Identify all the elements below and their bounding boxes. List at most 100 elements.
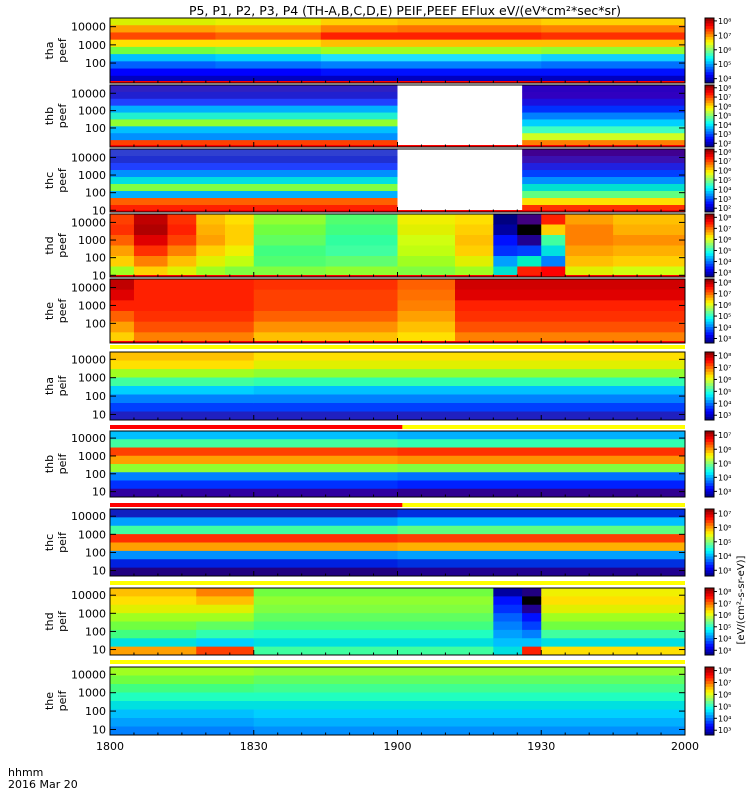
colorbar-step (705, 464, 714, 468)
heatmap-cell (517, 214, 542, 225)
ytick-label: 100 (85, 625, 106, 638)
colorbar-step (705, 170, 714, 174)
panel-product-label: peif (56, 531, 69, 553)
colorbar-step (705, 55, 714, 60)
heatmap-cell (133, 214, 168, 225)
colorbar-step (705, 281, 714, 285)
ytick-label: 1000 (78, 169, 106, 182)
panel-probe-label: thc (43, 534, 56, 551)
heatmap-cell (541, 629, 686, 639)
colorbar-step (705, 198, 714, 202)
heatmap-cell (110, 629, 197, 639)
heatmap-cell (110, 447, 398, 457)
heatmap-cell (517, 235, 542, 246)
colorbar-step (705, 621, 714, 625)
heatmap-cell (565, 224, 614, 236)
colorbar-step (705, 439, 714, 443)
ytick-label: 1000 (78, 105, 106, 118)
colorbar-tick-label: 10⁷ (718, 599, 731, 608)
colorbar-step (705, 123, 714, 127)
colorbar-tick-label: 10⁷ (718, 679, 731, 688)
colorbar-step (705, 253, 714, 257)
colorbar-step (705, 411, 714, 415)
heatmap-cell (493, 256, 518, 267)
heatmap-cell (253, 701, 686, 710)
colorbar-tick-label: 10⁷ (718, 157, 731, 166)
heatmap-cell (110, 68, 216, 77)
colorbar-step (705, 319, 714, 323)
panel-stripe-red (110, 425, 403, 429)
xtick-label: 1930 (527, 740, 555, 753)
colorbar-tick-label: 10³ (718, 726, 731, 735)
heatmap-cell (196, 604, 255, 614)
heatmap-cell (110, 480, 398, 490)
colorbar-step (705, 509, 714, 513)
colorbar-step (705, 377, 714, 381)
colorbar-step (705, 141, 714, 145)
heatmap-cell (397, 39, 542, 48)
heatmap-cell (253, 596, 494, 606)
colorbar-step (705, 214, 714, 218)
heatmap-cell (397, 559, 686, 569)
heatmap-cell (253, 613, 494, 622)
colorbar-step (705, 116, 714, 120)
heatmap-cell (522, 205, 686, 213)
colorbar-tick-label: 10⁶ (718, 524, 731, 533)
heatmap-cell (397, 214, 456, 225)
colorbar-step (705, 188, 714, 192)
ytick-label: 1000 (78, 450, 106, 463)
colorbar-tick-label: 10⁶ (718, 301, 731, 310)
ytick-label: 100 (85, 390, 106, 403)
colorbar-step (705, 216, 714, 220)
heatmap-cell (397, 245, 456, 257)
colorbar-step (705, 391, 714, 395)
heatmap-cell (397, 75, 542, 84)
panel-product-label: peef (56, 37, 69, 63)
heatmap-cell (320, 68, 398, 77)
heatmap-cells (110, 588, 686, 656)
heatmap-cells (110, 667, 686, 736)
colorbar-step (705, 50, 714, 54)
heatmap-cell (522, 191, 686, 199)
colorbar-step (705, 596, 714, 600)
heatmap-cell (110, 509, 398, 518)
heatmap-cell (133, 321, 255, 333)
panel-probe-label: tha (43, 377, 56, 395)
ytick-label: 10 (92, 644, 106, 657)
heatmap-cell (110, 525, 398, 535)
heatmap-cell (397, 224, 456, 236)
heatmap-cell (110, 613, 197, 622)
heatmap-cell (253, 646, 494, 656)
colorbar-step (705, 87, 714, 91)
colorbar-tick-label: 10³ (718, 566, 731, 575)
panel-the-peef: 10000 1000 100 the peef 10⁸ 10⁷ 10⁶ 10⁵ 10⁴ 10³ (43, 278, 731, 343)
heatmap-cell (215, 75, 322, 84)
colorbar-step (705, 113, 714, 117)
colorbar-tick-label: 10⁶ (718, 445, 731, 454)
colorbar-frame (704, 587, 715, 656)
panel-thb-peif: 10000 1000 100 10 thb peif 10⁷ 10⁶ 10⁵ 10⁴ 10³ (43, 425, 731, 499)
ytick-label: 100 (85, 317, 106, 330)
heatmap-cell (110, 32, 216, 41)
heatmap-cell (110, 133, 398, 141)
colorbar: 10⁸ 10⁷ 10⁶ 10⁵ 10⁴ 10³ (704, 666, 731, 736)
colorbar-step (705, 632, 714, 636)
ytick-label: 10000 (71, 353, 106, 366)
heatmap-cell (397, 439, 686, 448)
colorbar-step (705, 85, 714, 89)
heatmap-cell (253, 621, 494, 631)
heatmap-cell (253, 718, 686, 727)
colorbar-step (705, 472, 714, 476)
heatmap-cell (196, 245, 226, 257)
colorbar-step (705, 193, 714, 197)
heatmap-cell (253, 224, 327, 236)
colorbar-step (705, 360, 714, 364)
colorbar-step (705, 45, 714, 49)
colorbar-step (705, 442, 714, 446)
heatmap-cells (110, 431, 686, 498)
heatmap-cell (397, 289, 456, 301)
heatmap-cell (253, 692, 686, 702)
colorbar-tick-label: 10⁵ (718, 387, 731, 396)
heatmap-cell (455, 311, 686, 323)
